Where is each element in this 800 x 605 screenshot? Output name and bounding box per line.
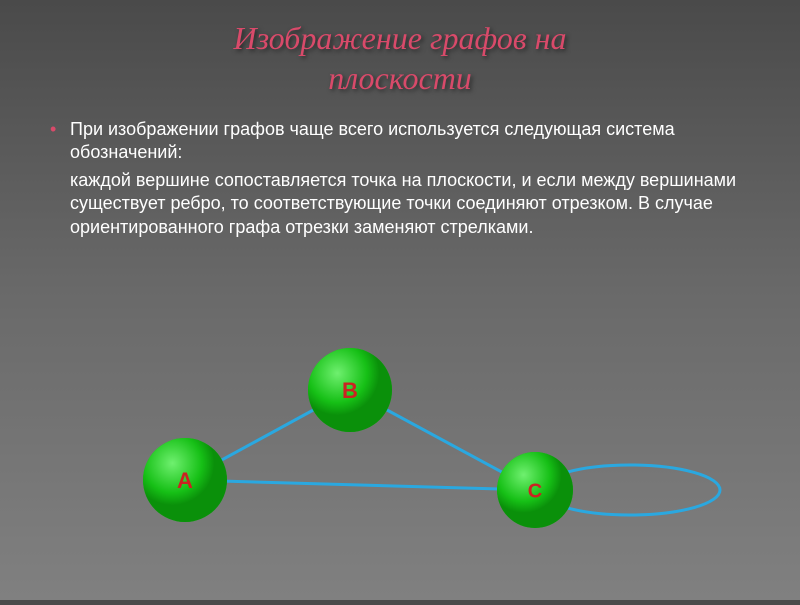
edge-A-C — [185, 480, 535, 490]
paragraph-1: При изображении графов чаще всего исполь… — [50, 118, 765, 165]
node-label-A: А — [177, 468, 193, 493]
body-text: При изображении графов чаще всего исполь… — [0, 98, 800, 239]
title-line-1: Изображение графов на — [233, 20, 566, 56]
node-A: А — [143, 438, 227, 522]
node-label-B: В — [342, 378, 358, 403]
node-label-C: С — [528, 480, 542, 502]
paragraph-2: каждой вершине сопоставляется точка на п… — [50, 169, 765, 239]
title-line-2: плоскости — [328, 60, 472, 96]
node-C: С — [497, 452, 573, 528]
graph-svg: А В С — [0, 340, 800, 600]
node-B: В — [308, 348, 392, 432]
slide-title: Изображение графов на плоскости — [0, 0, 800, 98]
graph-diagram: А В С — [0, 340, 800, 600]
